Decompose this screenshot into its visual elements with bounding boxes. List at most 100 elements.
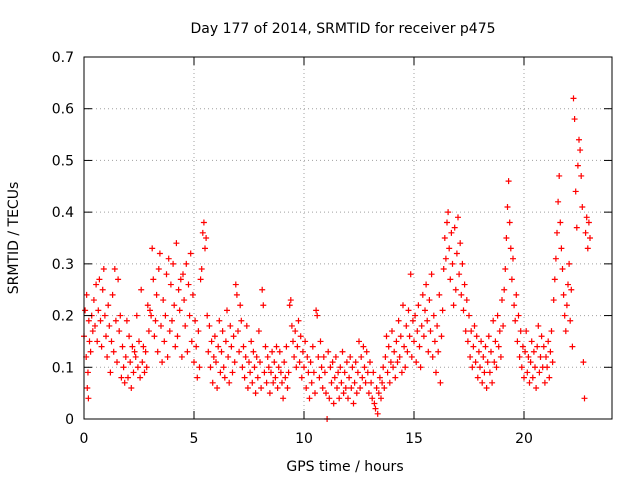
data-point <box>384 369 391 376</box>
data-point <box>83 291 90 298</box>
data-point <box>308 379 315 386</box>
data-point <box>217 369 224 376</box>
data-point <box>541 379 548 386</box>
data-point <box>103 333 109 340</box>
data-point <box>280 395 287 402</box>
data-point <box>126 333 133 340</box>
data-point <box>387 359 394 366</box>
data-point <box>470 343 477 350</box>
data-point <box>269 348 276 355</box>
data-point <box>512 317 519 324</box>
data-point <box>123 317 130 324</box>
data-point <box>309 343 316 350</box>
data-point <box>318 364 325 371</box>
data-point <box>453 250 460 257</box>
y-tick-label: 0.7 <box>52 50 74 66</box>
data-point <box>527 359 534 366</box>
data-point <box>494 312 501 319</box>
data-point <box>431 338 438 345</box>
data-point <box>381 384 388 391</box>
data-point <box>84 369 91 376</box>
data-point <box>368 379 375 386</box>
data-point <box>503 235 510 241</box>
data-point <box>343 359 350 366</box>
data-point <box>199 229 206 236</box>
data-point <box>420 333 427 340</box>
data-point <box>129 343 136 350</box>
data-point <box>456 271 463 278</box>
data-point <box>170 260 177 267</box>
data-point <box>459 260 466 267</box>
data-point <box>536 369 543 376</box>
data-point <box>467 353 474 360</box>
data-point <box>118 374 125 381</box>
data-point <box>141 369 148 376</box>
data-point <box>492 338 499 345</box>
data-point <box>285 369 292 376</box>
data-point <box>109 291 116 298</box>
data-point <box>524 369 531 376</box>
data-point <box>411 338 417 345</box>
data-point <box>551 276 558 283</box>
data-point <box>533 384 540 391</box>
data-point <box>361 364 368 371</box>
data-point <box>98 343 105 350</box>
data-point <box>232 281 239 288</box>
data-point <box>286 302 293 309</box>
data-point <box>158 322 164 329</box>
data-point <box>360 343 367 350</box>
data-point <box>186 312 193 319</box>
y-tick-label: 0.6 <box>52 102 74 118</box>
data-point <box>540 343 547 350</box>
data-point <box>111 266 118 273</box>
data-point <box>537 353 544 360</box>
data-point <box>313 307 320 314</box>
data-point <box>100 266 107 273</box>
data-point <box>133 312 140 319</box>
data-point <box>264 353 271 360</box>
data-point <box>567 317 574 324</box>
data-point <box>548 328 555 335</box>
data-point <box>474 374 481 381</box>
data-point <box>316 374 323 381</box>
data-point <box>99 286 106 293</box>
data-point <box>187 250 194 257</box>
data-point <box>552 255 559 262</box>
data-point <box>238 317 245 324</box>
data-point <box>482 343 489 350</box>
data-point <box>209 379 216 386</box>
y-axis-label: SRMTID / TECUs <box>6 182 22 295</box>
data-point <box>488 348 494 355</box>
data-point <box>495 343 502 350</box>
axis-ticks <box>83 56 612 420</box>
data-point <box>565 281 571 288</box>
data-point <box>329 359 336 366</box>
data-point <box>372 405 379 412</box>
data-point <box>439 307 446 314</box>
data-point <box>125 374 131 381</box>
data-point <box>219 328 226 335</box>
data-point <box>502 266 509 273</box>
data-point <box>510 255 516 262</box>
data-point <box>369 395 376 402</box>
data-point <box>529 374 536 381</box>
data-point <box>339 348 346 355</box>
data-point <box>419 291 426 298</box>
data-point <box>176 307 183 314</box>
data-point <box>386 379 393 386</box>
data-point <box>143 364 150 371</box>
data-point <box>225 353 232 360</box>
data-point <box>302 338 309 345</box>
data-point <box>151 333 158 340</box>
data-point <box>266 390 273 397</box>
data-point <box>579 203 586 210</box>
data-point <box>514 338 521 345</box>
data-point <box>398 369 405 376</box>
data-point <box>577 147 584 154</box>
data-point <box>162 312 169 319</box>
data-point <box>348 384 355 391</box>
data-point <box>203 235 210 241</box>
data-point <box>128 384 135 391</box>
data-point <box>119 343 126 350</box>
data-point <box>545 338 552 345</box>
